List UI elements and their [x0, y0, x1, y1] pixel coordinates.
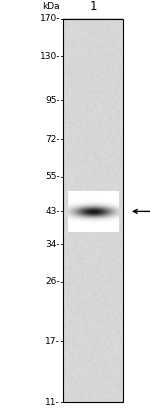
Text: 55-: 55-: [45, 172, 60, 181]
Bar: [63, 19, 123, 402]
Text: 43-: 43-: [45, 207, 60, 216]
Text: 11-: 11-: [45, 398, 60, 407]
Text: kDa: kDa: [42, 2, 60, 11]
Text: 95-: 95-: [45, 96, 60, 105]
Text: 34-: 34-: [45, 240, 60, 249]
Text: 17-: 17-: [45, 337, 60, 346]
Text: 170-: 170-: [39, 14, 60, 23]
Text: 72-: 72-: [45, 135, 60, 143]
Text: 26-: 26-: [45, 277, 60, 286]
Text: 130-: 130-: [39, 52, 60, 61]
Text: 1: 1: [89, 0, 97, 13]
